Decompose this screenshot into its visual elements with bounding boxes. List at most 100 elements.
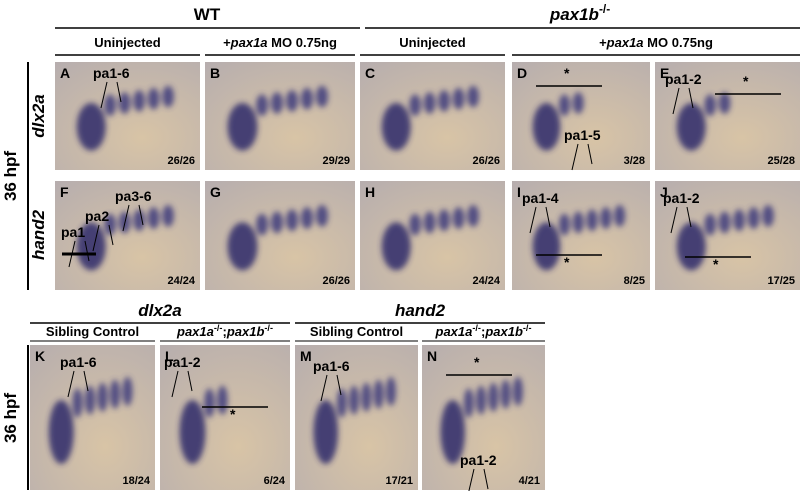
stain-blob [532,222,561,271]
arch-label: pa1-2 [164,354,201,370]
panel-count: 3/28 [624,155,645,167]
stain-blob [133,209,145,232]
stain-blob [256,213,268,236]
text-span: -/- [264,323,273,333]
condition: pax1a-/-;pax1b-/- [176,323,273,339]
text-span: pax1b [484,324,523,339]
stain [532,204,626,271]
panel-count: 26/26 [472,155,500,167]
text-span: pax1b [549,5,599,24]
condition: +pax1a MO 0.75ng [223,35,337,50]
stain-blob [227,103,258,151]
arch-label: pa1-2 [665,71,702,87]
stain-blob [747,207,760,229]
stain-blob [718,92,731,114]
panel-count: 26/26 [322,275,350,287]
arch-label: pa1 [61,224,85,240]
text-span: pax1a [435,324,473,339]
text-span: Uninjected [399,35,466,50]
text-span: -/- [472,323,481,333]
stain [676,204,774,271]
condition: Uninjected [94,35,161,50]
text-span: -/- [599,2,610,16]
stain-blob [600,207,612,229]
stain [76,85,174,151]
stain-blob [286,90,298,112]
arch-label: pa1-5 [564,127,601,143]
stain-blob [586,209,598,232]
stain-blob [438,90,450,112]
panel-count: 24/24 [472,275,500,287]
stain-blob [85,385,95,415]
arch-label: pa1-4 [522,190,559,206]
stain-blob [409,213,421,236]
stain-blob [558,213,570,236]
panel-count: 29/29 [322,155,350,167]
arch-label: * [474,354,480,370]
stain-blob [336,388,347,418]
rule [688,87,694,109]
panel-count: 26/26 [167,155,195,167]
stain-blob [217,385,228,415]
stain-blob [301,207,313,229]
text-span: Uninjected [94,35,161,50]
stain-blob [423,92,436,114]
stain-blob [386,376,396,406]
stain [676,92,731,151]
stage-label: 36 hpf [1,151,20,201]
stain-blob [381,103,411,151]
stain-blob [313,400,339,464]
stain-blob [614,204,626,227]
stain [381,85,479,151]
stain [313,376,396,464]
stain-blob [488,382,499,412]
micrograph [205,62,355,170]
text-span: pax1b [226,324,265,339]
panel-letter: G [210,184,221,200]
panel-count: 17/25 [767,275,795,287]
rule [122,204,130,232]
arch-label: * [230,406,236,422]
arch-label: * [743,73,749,89]
stain-blob [467,85,479,108]
rule [100,81,108,109]
stain-blob [227,222,258,271]
stain-blob [733,209,745,232]
row-label: dlx2a [29,94,48,137]
rule [587,143,593,165]
stain-blob [558,94,570,116]
condition: Uninjected [399,35,466,50]
stain-blob [381,222,411,271]
column-header: pax1b-/- [549,2,610,24]
stain [381,204,479,271]
text-span: + [599,35,607,50]
arch-label: pa2 [85,208,109,224]
panel-letter: N [427,348,437,364]
stain-blob [373,379,384,409]
stain [440,376,523,464]
arch-label: pa1-6 [60,354,97,370]
arch-label: pa1-6 [93,65,130,81]
panel-count: 17/21 [385,475,413,487]
stain-blob [147,87,160,110]
condition: +pax1a MO 0.75ng [599,35,713,50]
panel-letter: F [60,184,69,200]
rule [672,87,680,115]
rule [483,468,489,490]
arch-label: * [564,254,570,270]
stain-blob [467,204,479,227]
rule [138,204,144,226]
stain [532,92,584,151]
stain-blob [162,204,174,227]
text-span: Sibling Control [310,324,403,339]
rule [336,374,342,396]
arch-label: pa1-2 [460,452,497,468]
stain-blob [361,382,372,412]
stain-blob [76,103,106,151]
stain-blob [97,382,108,412]
panel-letter: C [365,65,375,81]
stain-blob [676,222,706,271]
text-span: + [223,35,231,50]
text-span: -/- [214,323,223,333]
